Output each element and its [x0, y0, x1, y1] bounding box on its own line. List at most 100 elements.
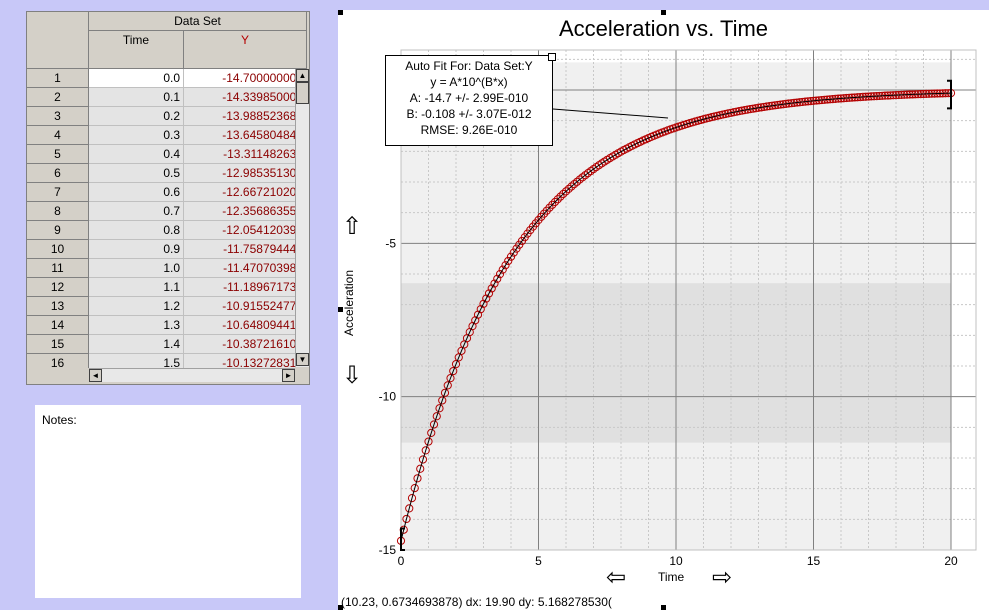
data-point [757, 103, 766, 112]
data-point [556, 192, 565, 201]
time-cell[interactable]: 1.5 [89, 354, 184, 368]
time-cell[interactable]: 0.5 [89, 164, 184, 183]
y-cell[interactable]: -12.356863550 [184, 202, 295, 221]
y-cell[interactable]: -10.387216100 [184, 335, 295, 354]
row-number[interactable]: 8 [27, 202, 89, 221]
resize-handle[interactable] [338, 10, 343, 15]
time-cell[interactable]: 0.1 [89, 88, 184, 107]
vertical-scrollbar[interactable]: ▲ ▼ [295, 69, 309, 367]
row-number[interactable]: 4 [27, 126, 89, 145]
time-cell[interactable]: 1.2 [89, 297, 184, 316]
data-point [435, 404, 444, 413]
y-cell[interactable]: -14.700000000 [184, 69, 295, 88]
time-cell[interactable]: 1.1 [89, 278, 184, 297]
y-cell[interactable]: -10.648094410 [184, 316, 295, 335]
resize-handle[interactable] [661, 10, 666, 15]
row-number[interactable]: 14 [27, 316, 89, 335]
row-number[interactable]: 15 [27, 335, 89, 354]
time-cell[interactable]: 1.0 [89, 259, 184, 278]
time-cell[interactable]: 1.4 [89, 335, 184, 354]
y-cell[interactable]: -11.189671730 [184, 278, 295, 297]
row-number[interactable]: 5 [27, 145, 89, 164]
time-cell[interactable]: 0.6 [89, 183, 184, 202]
fitbox-handle[interactable] [548, 53, 556, 61]
time-cell[interactable]: 0.4 [89, 145, 184, 164]
data-point [429, 420, 439, 429]
data-point [495, 270, 505, 279]
horizontal-scrollbar[interactable]: ◄ ► [89, 368, 295, 382]
data-point [737, 106, 747, 115]
row-number[interactable]: 3 [27, 107, 89, 126]
data-point [539, 209, 549, 218]
data-point [732, 107, 741, 116]
arrow-down-icon[interactable]: ⇩ [342, 362, 363, 389]
table-rows: 1 0.0 -14.700000000 2 0.1 -14.339850000 3 0.2 -1… [27, 12, 295, 368]
scroll-right-icon[interactable]: ► [282, 369, 295, 382]
time-cell[interactable]: 0.9 [89, 240, 184, 259]
data-point [748, 104, 758, 113]
resize-handle[interactable] [661, 605, 666, 610]
data-point [504, 256, 513, 266]
y-cell[interactable]: -13.988523680 [184, 107, 295, 126]
data-point [570, 180, 579, 189]
row-number[interactable]: 9 [27, 221, 89, 240]
time-cell[interactable]: 0.0 [89, 69, 184, 88]
y-cell[interactable]: -13.645804840 [184, 126, 295, 145]
y-cell[interactable]: -11.470703980 [184, 259, 295, 278]
data-point [572, 177, 582, 186]
y-cell[interactable]: -12.985351300 [184, 164, 295, 183]
y-column-header[interactable]: Y [184, 31, 307, 69]
time-cell[interactable]: 0.3 [89, 126, 184, 145]
data-point [407, 494, 417, 503]
arrow-left-icon[interactable]: ⇦ [606, 564, 627, 591]
data-table: Data Set Time Y 1 0.0 -14.700000000 2 0.1 -14… [26, 11, 310, 385]
resize-handle[interactable] [338, 605, 343, 610]
row-number[interactable]: 13 [27, 297, 89, 316]
y-axis-label: Acceleration [342, 269, 356, 336]
row-number[interactable]: 12 [27, 278, 89, 297]
x-tick-label: 15 [807, 554, 821, 568]
data-point [561, 187, 571, 196]
data-point [484, 289, 494, 298]
scroll-up-icon[interactable]: ▲ [296, 69, 309, 82]
row-number[interactable]: 10 [27, 240, 89, 259]
scroll-down-icon[interactable]: ▼ [296, 353, 309, 366]
data-point [418, 455, 428, 464]
x-tick-label: 10 [669, 554, 683, 568]
y-cell[interactable]: -13.311482630 [184, 145, 295, 164]
fit-curve [400, 92, 952, 541]
data-point [729, 108, 738, 117]
y-cell[interactable]: -12.054120390 [184, 221, 295, 240]
arrow-up-icon[interactable]: ⇧ [342, 213, 363, 240]
data-point [581, 171, 590, 180]
data-point [762, 102, 771, 111]
curve-fit-box[interactable]: Auto Fit For: Data Set:Y y = A*10^(B*x) … [385, 53, 556, 146]
y-cell[interactable]: -10.915524770 [184, 297, 295, 316]
graph-panel[interactable]: Acceleration vs. Time 05101520-15-10-50 … [338, 10, 989, 610]
notes-panel[interactable]: Notes: [35, 405, 301, 598]
row-number[interactable]: 16 [27, 354, 89, 368]
scroll-left-icon[interactable]: ◄ [89, 369, 102, 382]
time-cell[interactable]: 0.2 [89, 107, 184, 126]
row-number[interactable]: 7 [27, 183, 89, 202]
data-point [751, 104, 760, 113]
time-column-header[interactable]: Time [89, 31, 184, 69]
resize-handle[interactable] [338, 307, 343, 312]
scroll-thumb[interactable] [296, 82, 309, 104]
arrow-right-icon[interactable]: ⇨ [712, 564, 733, 591]
data-point [498, 265, 507, 274]
y-cell[interactable]: -14.339850000 [184, 88, 295, 107]
data-point [589, 164, 598, 174]
row-number[interactable]: 1 [27, 69, 89, 88]
data-point [402, 514, 411, 524]
time-cell[interactable]: 0.8 [89, 221, 184, 240]
row-number[interactable]: 11 [27, 259, 89, 278]
y-cell[interactable]: -11.758794440 [184, 240, 295, 259]
y-cell[interactable]: -10.132728310 [184, 354, 295, 368]
time-cell[interactable]: 0.7 [89, 202, 184, 221]
y-cell[interactable]: -12.667210200 [184, 183, 295, 202]
row-number[interactable]: 2 [27, 88, 89, 107]
time-cell[interactable]: 1.3 [89, 316, 184, 335]
row-number[interactable]: 6 [27, 164, 89, 183]
notes-label: Notes: [42, 413, 77, 427]
